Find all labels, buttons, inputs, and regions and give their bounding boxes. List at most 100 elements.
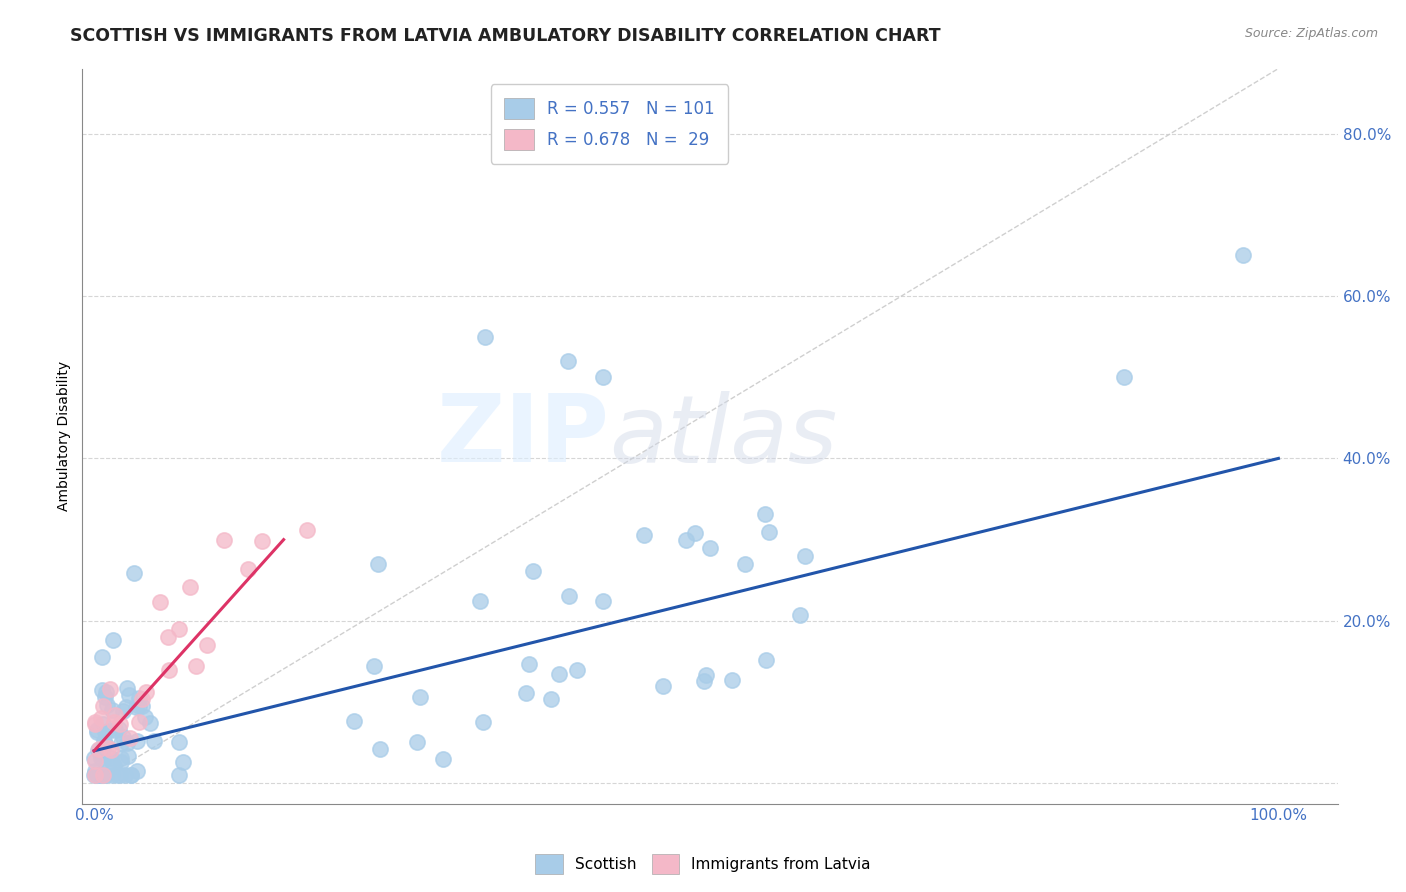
Point <box>108 722 131 736</box>
Point <box>408 690 430 704</box>
Point <box>128 690 150 705</box>
Point <box>169 768 191 782</box>
Point <box>474 329 496 343</box>
Point <box>83 750 105 764</box>
Point <box>84 768 107 782</box>
Point <box>110 735 132 749</box>
Point <box>101 703 124 717</box>
Legend: Scottish, Immigrants from Latvia: Scottish, Immigrants from Latvia <box>529 848 877 880</box>
Point <box>363 658 385 673</box>
Point <box>368 742 391 756</box>
Text: Source: ZipAtlas.com: Source: ZipAtlas.com <box>1244 27 1378 40</box>
Point <box>143 733 166 747</box>
Point <box>236 562 259 576</box>
Point <box>118 731 141 746</box>
Point <box>128 714 150 729</box>
Point <box>86 724 108 739</box>
Point <box>167 734 190 748</box>
Point <box>86 743 108 757</box>
Point <box>104 708 127 723</box>
Point <box>86 723 108 737</box>
Point <box>793 549 815 563</box>
Point <box>110 751 132 765</box>
Point <box>112 704 135 718</box>
Point <box>558 589 581 603</box>
Point <box>134 710 156 724</box>
Point <box>167 622 190 636</box>
Point <box>734 557 756 571</box>
Point <box>105 768 128 782</box>
Point <box>91 768 114 782</box>
Point <box>651 679 673 693</box>
Text: ZIP: ZIP <box>437 390 610 482</box>
Point <box>633 528 655 542</box>
Point <box>149 595 172 609</box>
Point <box>515 686 537 700</box>
Point <box>195 638 218 652</box>
Point <box>758 524 780 539</box>
Point <box>87 742 110 756</box>
Point <box>685 526 707 541</box>
Point <box>557 354 579 368</box>
Point <box>522 564 544 578</box>
Point <box>367 557 389 571</box>
Point <box>84 764 107 778</box>
Point <box>343 714 366 729</box>
Point <box>91 650 114 665</box>
Point <box>1114 370 1136 384</box>
Point <box>96 768 118 782</box>
Point <box>100 751 122 765</box>
Point <box>755 653 778 667</box>
Point <box>547 667 569 681</box>
Point <box>93 734 115 748</box>
Point <box>90 747 112 761</box>
Point <box>592 370 614 384</box>
Point <box>90 751 112 765</box>
Point <box>90 768 112 782</box>
Point <box>84 714 107 729</box>
Point <box>115 736 138 750</box>
Point <box>101 633 124 648</box>
Point <box>103 759 125 773</box>
Point <box>120 768 142 782</box>
Point <box>157 663 180 677</box>
Point <box>90 766 112 780</box>
Point <box>108 768 131 782</box>
Point <box>115 700 138 714</box>
Point <box>540 692 562 706</box>
Point <box>468 594 491 608</box>
Point <box>112 730 135 744</box>
Point <box>139 715 162 730</box>
Text: atlas: atlas <box>610 391 838 482</box>
Point <box>695 667 717 681</box>
Point <box>83 768 105 782</box>
Point <box>94 737 117 751</box>
Point <box>1232 248 1254 262</box>
Point <box>693 673 716 688</box>
Point <box>91 768 114 782</box>
Point <box>97 723 120 738</box>
Point <box>94 690 117 705</box>
Point <box>117 749 139 764</box>
Point <box>157 630 180 644</box>
Point <box>84 754 107 768</box>
Point <box>100 755 122 769</box>
Point <box>592 594 614 608</box>
Point <box>406 735 429 749</box>
Point <box>754 507 776 521</box>
Point <box>120 768 142 782</box>
Point <box>789 608 811 623</box>
Point <box>127 764 149 779</box>
Point <box>91 698 114 713</box>
Point <box>131 698 153 713</box>
Point <box>250 534 273 549</box>
Point <box>675 533 697 547</box>
Point <box>91 753 114 767</box>
Point <box>125 699 148 714</box>
Point <box>295 523 318 537</box>
Point <box>90 711 112 725</box>
Point <box>97 741 120 756</box>
Text: SCOTTISH VS IMMIGRANTS FROM LATVIA AMBULATORY DISABILITY CORRELATION CHART: SCOTTISH VS IMMIGRANTS FROM LATVIA AMBUL… <box>70 27 941 45</box>
Point <box>84 716 107 731</box>
Point <box>91 717 114 731</box>
